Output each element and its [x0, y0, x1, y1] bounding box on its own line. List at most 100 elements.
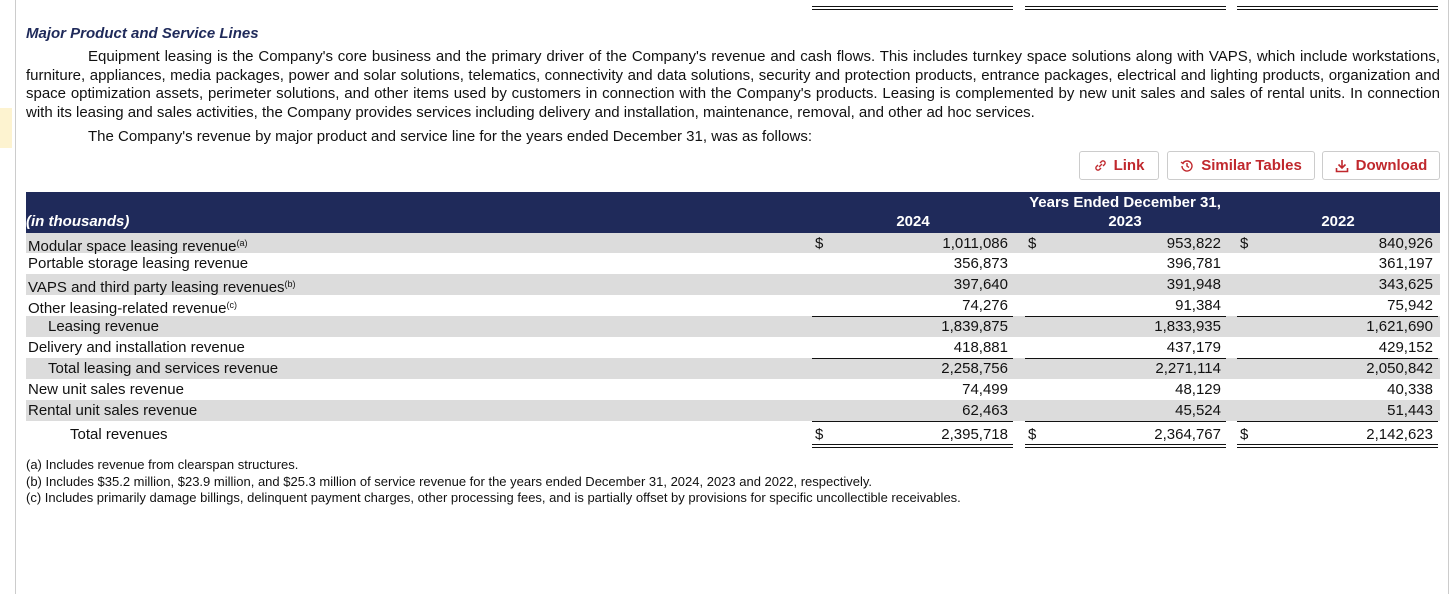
- label-text: Other leasing-related revenue: [28, 300, 227, 317]
- label-text: Portable storage leasing revenue: [28, 255, 249, 272]
- rule: [1237, 316, 1438, 317]
- currency: $: [1240, 426, 1249, 443]
- label-text: Rental unit sales revenue: [28, 402, 198, 419]
- footnote: (b) Includes $35.2 million, $23.9 millio…: [26, 474, 872, 489]
- rule: [812, 316, 1013, 317]
- row-label: Leasing revenue: [48, 316, 159, 337]
- label-text: Total revenues: [70, 426, 168, 443]
- rule: [812, 358, 1013, 359]
- rule: [1025, 358, 1226, 359]
- rule: [1025, 316, 1226, 317]
- row-band: [26, 358, 1440, 379]
- header-group: Years Ended December 31,: [1029, 194, 1221, 211]
- paragraph: Equipment leasing is the Company's core …: [26, 48, 1440, 121]
- currency: $: [1028, 235, 1037, 252]
- cell-value: 2,258,756: [941, 360, 1008, 377]
- link-button[interactable]: Link: [1079, 151, 1159, 180]
- cell-value: 1,011,086: [942, 235, 1008, 252]
- row-band: [26, 316, 1440, 337]
- row-label: Rental unit sales revenue: [28, 400, 197, 421]
- cell-value: 62,463: [962, 402, 1008, 419]
- cell-value: 74,276: [962, 297, 1008, 314]
- rule: [1237, 421, 1438, 422]
- download-button[interactable]: Download: [1322, 151, 1440, 180]
- label-text: Total leasing and services revenue: [48, 360, 279, 377]
- footnote: (c) Includes primarily damage billings, …: [26, 490, 961, 505]
- double-rule: [812, 444, 1013, 448]
- label-text: Modular space leasing revenue: [28, 238, 237, 255]
- cell-value: 953,822: [1166, 235, 1221, 252]
- paragraph: The Company's revenue by major product a…: [88, 128, 813, 145]
- row-band: [26, 274, 1440, 295]
- row-label: Portable storage leasing revenue: [28, 253, 248, 274]
- double-rule: [1237, 444, 1438, 448]
- currency: $: [815, 235, 824, 252]
- table-header: (in thousands) Years Ended December 31, …: [26, 192, 1440, 233]
- cell-value: 2,142,623: [1366, 426, 1433, 443]
- row-label: Total revenues: [70, 424, 168, 445]
- cell-value: 48,129: [1175, 381, 1221, 398]
- button-label: Download: [1355, 157, 1428, 174]
- footnote-ref: (a): [236, 238, 248, 248]
- page-border: [1448, 0, 1449, 594]
- footnote-ref: (b): [284, 279, 296, 289]
- margin-marker: [0, 108, 12, 148]
- label-text: Delivery and installation revenue: [28, 339, 245, 356]
- row-band: [26, 400, 1440, 421]
- cell-value: 2,271,114: [1155, 360, 1221, 377]
- cell-value: 2,050,842: [1366, 360, 1433, 377]
- row-label: New unit sales revenue: [28, 379, 184, 400]
- label-text: VAPS and third party leasing revenues: [28, 279, 285, 296]
- cell-value: 1,621,690: [1366, 318, 1433, 335]
- similar-tables-button[interactable]: Similar Tables: [1167, 151, 1315, 180]
- row-label: Other leasing-related revenue(c): [28, 295, 237, 319]
- label-text: New unit sales revenue: [28, 381, 184, 398]
- cell-value: 1,839,875: [941, 318, 1008, 335]
- cell-value: 361,197: [1378, 255, 1433, 272]
- button-label: Similar Tables: [1201, 157, 1302, 174]
- cell-value: 840,926: [1378, 235, 1433, 252]
- label-text: Leasing revenue: [48, 318, 159, 335]
- unit-label: (in thousands): [26, 213, 130, 230]
- cell-value: 2,395,718: [941, 426, 1008, 443]
- cell-value: 429,152: [1378, 339, 1433, 356]
- cell-value: 40,338: [1387, 381, 1433, 398]
- cell-value: 1,833,935: [1154, 318, 1221, 335]
- currency: $: [1240, 235, 1249, 252]
- year-header: 2022: [1321, 213, 1355, 230]
- row-label: Total leasing and services revenue: [48, 358, 278, 379]
- section-title: Major Product and Service Lines: [26, 25, 259, 42]
- cell-value: 74,499: [962, 381, 1008, 398]
- year-header: 2024: [896, 213, 930, 230]
- cell-value: 418,881: [953, 339, 1008, 356]
- footnote: (a) Includes revenue from clearspan stru…: [26, 457, 299, 472]
- history-icon: [1180, 159, 1193, 172]
- cell-value: 397,640: [953, 276, 1008, 293]
- cell-value: 91,384: [1175, 297, 1221, 314]
- cell-value: 51,443: [1387, 402, 1433, 419]
- cell-value: 437,179: [1166, 339, 1221, 356]
- double-rule: [812, 6, 1013, 10]
- button-label: Link: [1113, 157, 1145, 174]
- cell-value: 75,942: [1387, 297, 1433, 314]
- double-rule: [1237, 6, 1438, 10]
- link-icon: [1094, 160, 1106, 171]
- download-icon: [1335, 159, 1348, 172]
- rule: [1025, 421, 1226, 422]
- cell-value: 2,364,767: [1154, 426, 1221, 443]
- row-label: Modular space leasing revenue(a): [28, 233, 247, 257]
- cell-value: 356,873: [953, 255, 1008, 272]
- footnote-ref: (c): [226, 300, 237, 310]
- rule: [1237, 358, 1438, 359]
- cell-value: 45,524: [1175, 402, 1221, 419]
- currency: $: [1028, 426, 1037, 443]
- cell-value: 391,948: [1166, 276, 1221, 293]
- double-rule: [1025, 444, 1226, 448]
- year-header: 2023: [1108, 213, 1142, 230]
- currency: $: [815, 426, 824, 443]
- page-border: [15, 0, 16, 594]
- row-band: [26, 233, 1440, 253]
- row-label: Delivery and installation revenue: [28, 337, 245, 358]
- row-label: VAPS and third party leasing revenues(b): [28, 274, 296, 298]
